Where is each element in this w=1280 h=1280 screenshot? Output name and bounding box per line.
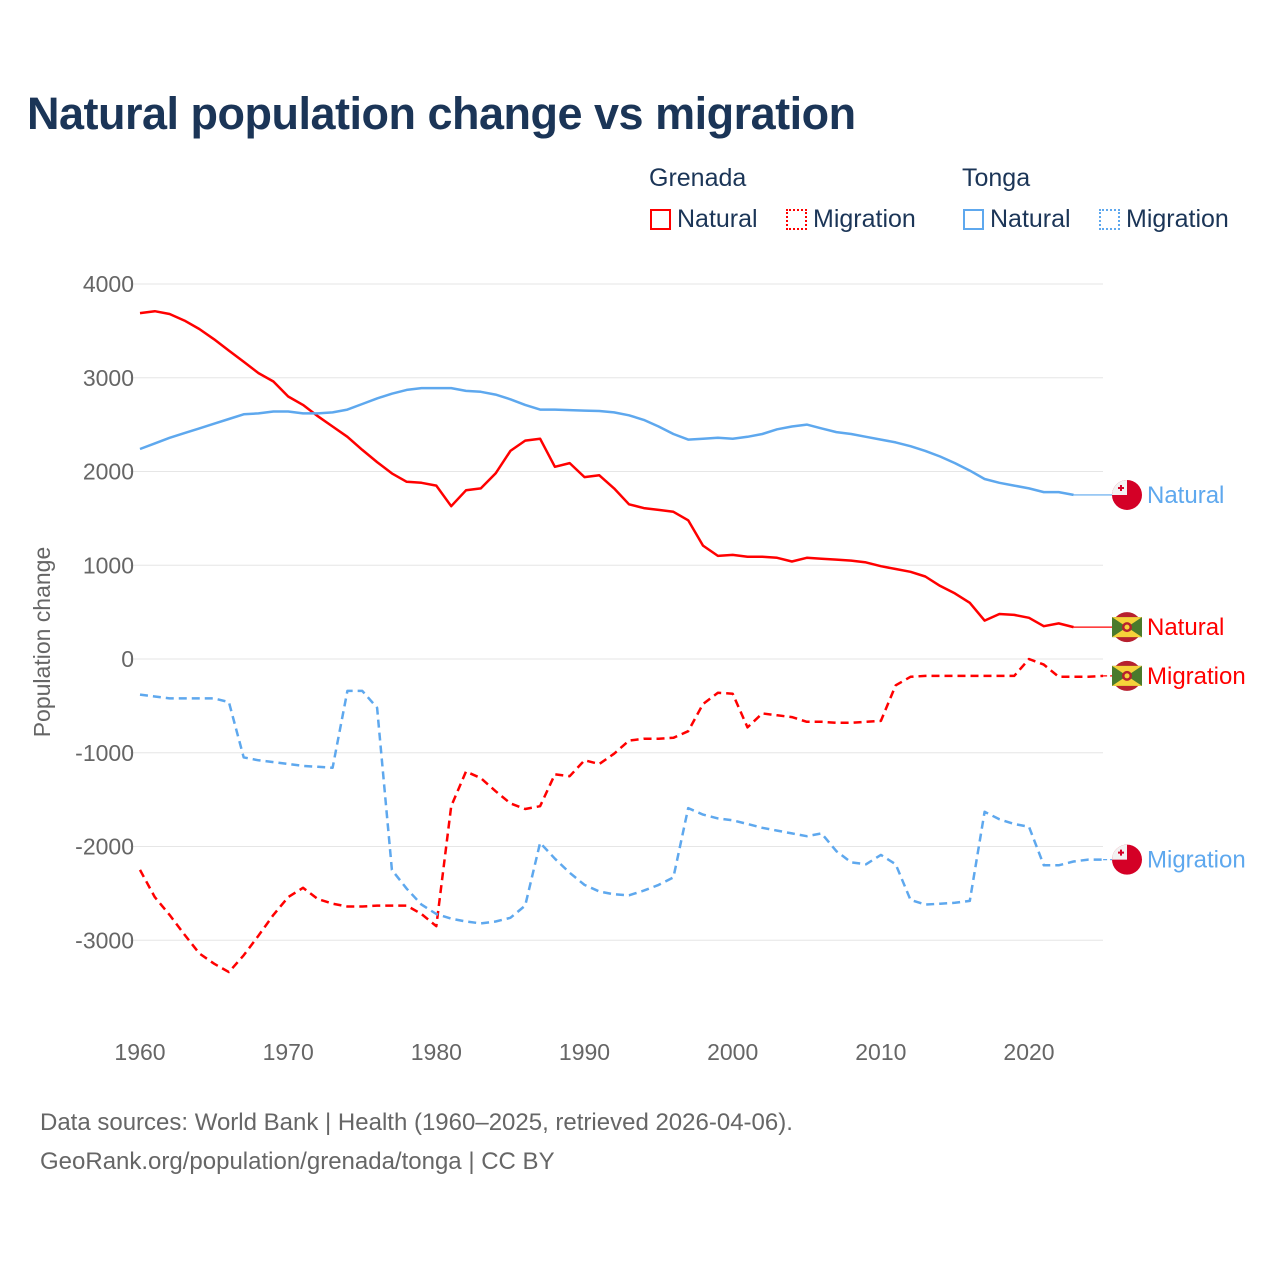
series-end-label: Migration [1147, 847, 1246, 874]
x-tick-label: 1960 [114, 1039, 165, 1065]
legend-label: Migration [813, 205, 916, 233]
source-line-1: Data sources: World Bank | Health (1960–… [40, 1109, 793, 1136]
legend-swatch-solid-red [650, 209, 671, 230]
y-tick-label: -1000 [75, 740, 134, 766]
flag-star [1124, 624, 1130, 630]
legend-label: Natural [990, 205, 1071, 233]
x-tick-label: 2020 [1003, 1039, 1054, 1065]
x-tick-label: 2010 [855, 1039, 906, 1065]
legend-label: Migration [1126, 205, 1229, 233]
x-tick-label: 1990 [559, 1039, 610, 1065]
source-line-2[interactable]: GeoRank.org/population/grenada/tonga | C… [40, 1148, 555, 1175]
legend-swatch-solid-blue [963, 209, 984, 230]
series-line-grenada-migration [138, 657, 1104, 974]
y-tick-label: -3000 [75, 927, 134, 953]
legend-group-tonga: Tonga [962, 164, 1031, 192]
tonga-flag-icon [1112, 844, 1142, 875]
x-tick-label: 1980 [411, 1039, 462, 1065]
y-tick-label: 0 [121, 646, 134, 672]
y-tick-label: 4000 [83, 271, 134, 297]
legend-swatch-dotted-blue [1099, 209, 1120, 230]
chart-title: Natural population change vs migration [27, 88, 856, 139]
series-end-label: Migration [1147, 663, 1246, 690]
series-end-label: Natural [1147, 482, 1224, 509]
series-line-tonga-migration [139, 689, 1104, 925]
legend-swatch-dotted-red [786, 209, 807, 230]
tonga-flag-icon [1112, 479, 1142, 510]
legend-group-grenada: Grenada [649, 164, 747, 192]
flag-cross [1118, 484, 1124, 491]
y-axis-label: Population change [29, 547, 55, 738]
legend-tonga-natural[interactable]: Natural [963, 205, 1071, 234]
legend-grenada-natural[interactable]: Natural [650, 205, 758, 234]
y-tick-label: 2000 [83, 459, 134, 485]
legend-label: Natural [677, 205, 758, 233]
grenada-flag-icon [1112, 612, 1142, 643]
x-tick-label: 1970 [263, 1039, 314, 1065]
legend-grenada-migration[interactable]: Migration [786, 205, 916, 234]
legend-tonga-migration[interactable]: Migration [1099, 205, 1229, 234]
y-tick-label: -2000 [75, 834, 134, 860]
flag-cross [1118, 849, 1124, 856]
y-tick-label: 1000 [83, 552, 134, 578]
series-line-tonga-natural [139, 386, 1074, 497]
y-tick-label: 3000 [83, 365, 134, 391]
x-tick-label: 2000 [707, 1039, 758, 1065]
grenada-flag-icon [1112, 660, 1142, 691]
series-end-label: Natural [1147, 614, 1224, 641]
flag-star [1124, 673, 1130, 679]
series-line-grenada-natural [139, 309, 1074, 629]
